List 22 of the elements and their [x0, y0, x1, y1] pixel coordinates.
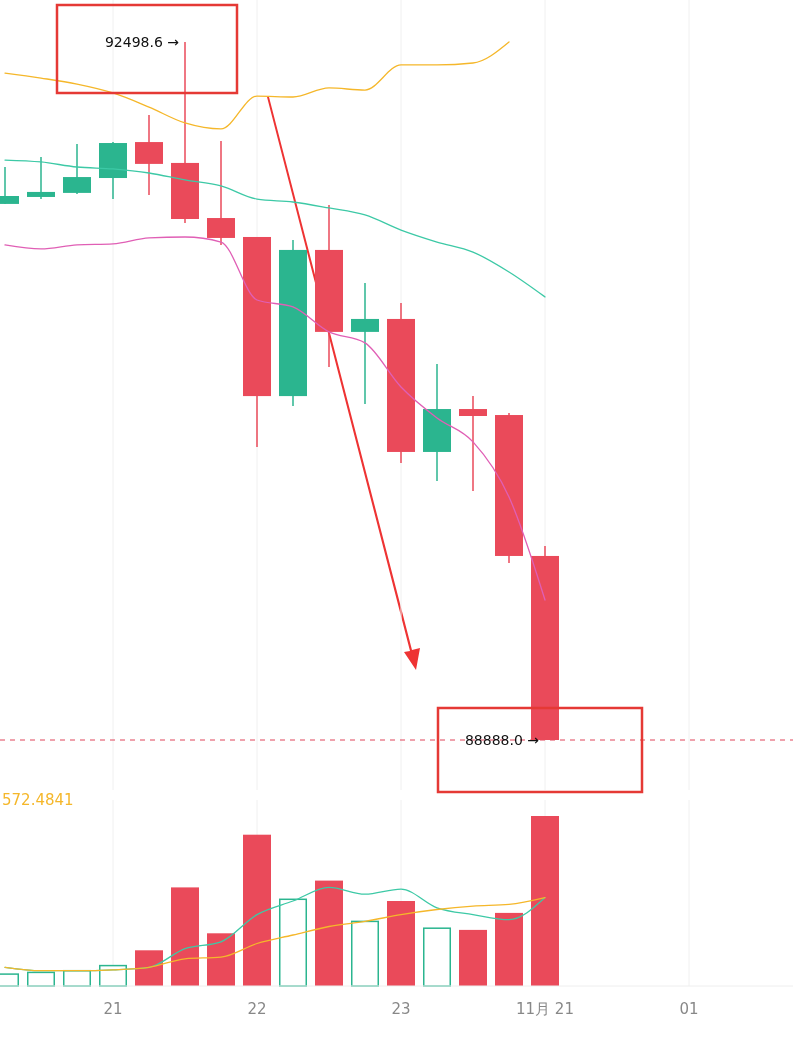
bar: [387, 901, 415, 986]
candlestick: [459, 395, 487, 492]
bar: [495, 912, 523, 986]
text: 572.4841: [2, 791, 74, 809]
bar: [279, 898, 307, 987]
bar: [207, 933, 235, 986]
candlestick: [27, 156, 55, 200]
x-tick-label: 11月 21: [516, 1000, 574, 1018]
bar: [351, 920, 379, 987]
bar: [315, 880, 343, 986]
annotation: 92498.6 →: [104, 33, 180, 50]
bar: [423, 927, 451, 987]
bar: [243, 834, 271, 986]
candlestick: [351, 282, 379, 405]
x-tick-label: 01: [679, 1000, 699, 1018]
x-tick-label: 22: [247, 1000, 267, 1018]
bar: [459, 929, 487, 986]
x-tick-label: 23: [391, 1000, 411, 1018]
bar: [531, 816, 559, 986]
x-tick-label: 21: [103, 1000, 123, 1018]
bar: [171, 887, 199, 986]
bar: [135, 950, 163, 986]
